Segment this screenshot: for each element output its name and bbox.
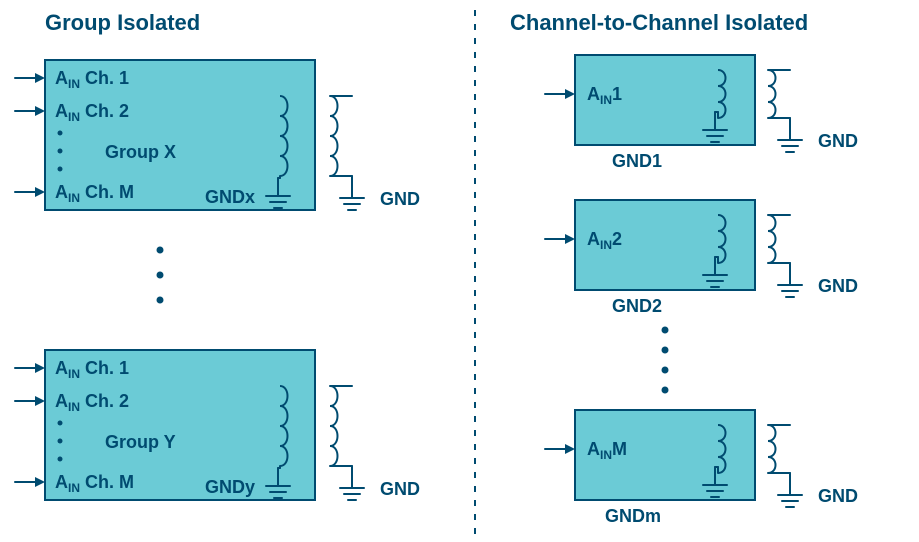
svg-text:AIN Ch. 1: AIN Ch. 1 [55,358,129,381]
gnd-out-label: GND [380,479,420,499]
input-arrow-icon [35,477,45,487]
ellipsis-dot [662,347,669,354]
input-arrow-icon [35,396,45,406]
svg-text:AIN Ch. M: AIN Ch. M [55,472,134,495]
svg-text:AIN Ch. M: AIN Ch. M [55,182,134,205]
svg-text:AIN Ch. 2: AIN Ch. 2 [55,391,129,414]
group-label: Group X [105,142,176,162]
ellipsis-dot [58,149,63,154]
ellipsis-dot [58,457,63,462]
ellipsis-dot [58,421,63,426]
right-title: Channel-to-Channel Isolated [510,10,808,35]
ain-label: AIN Ch. 1 [55,68,129,91]
svg-text:AIN Ch. 2: AIN Ch. 2 [55,101,129,124]
gnd-out-label: GND [818,486,858,506]
gnd-out-label: GND [818,131,858,151]
left-title: Group Isolated [45,10,200,35]
input-arrow-icon [35,187,45,197]
input-arrow-icon [35,363,45,373]
svg-text:AIN Ch. 1: AIN Ch. 1 [55,68,129,91]
ellipsis-dot [157,247,164,254]
gnd-inside-label: GNDx [205,187,255,207]
ain-label: AIN Ch. 1 [55,358,129,381]
transformer-coil-icon [768,425,776,473]
transformer-coil-icon [768,215,776,263]
input-arrow-icon [35,106,45,116]
group-label: Group Y [105,432,176,452]
input-arrow-icon [565,89,575,99]
ain-label: AIN Ch. 2 [55,391,129,414]
gnd-below-label: GNDm [605,506,661,526]
ellipsis-dot [157,297,164,304]
transformer-coil-icon [330,96,338,176]
ellipsis-dot [58,131,63,136]
ellipsis-dot [662,367,669,374]
input-arrow-icon [565,234,575,244]
ellipsis-dot [58,439,63,444]
input-arrow-icon [35,73,45,83]
ain-label: AIN Ch. 2 [55,101,129,124]
gnd-below-label: GND1 [612,151,662,171]
ellipsis-dot [662,327,669,334]
ellipsis-dot [662,387,669,394]
ain-label: AIN Ch. M [55,182,134,205]
ellipsis-dot [58,167,63,172]
ain-label: AIN Ch. M [55,472,134,495]
gnd-inside-label: GNDy [205,477,255,497]
ellipsis-dot [157,272,164,279]
input-arrow-icon [565,444,575,454]
gnd-out-label: GND [380,189,420,209]
transformer-coil-icon [330,386,338,466]
gnd-out-label: GND [818,276,858,296]
transformer-coil-icon [768,70,776,118]
gnd-below-label: GND2 [612,296,662,316]
